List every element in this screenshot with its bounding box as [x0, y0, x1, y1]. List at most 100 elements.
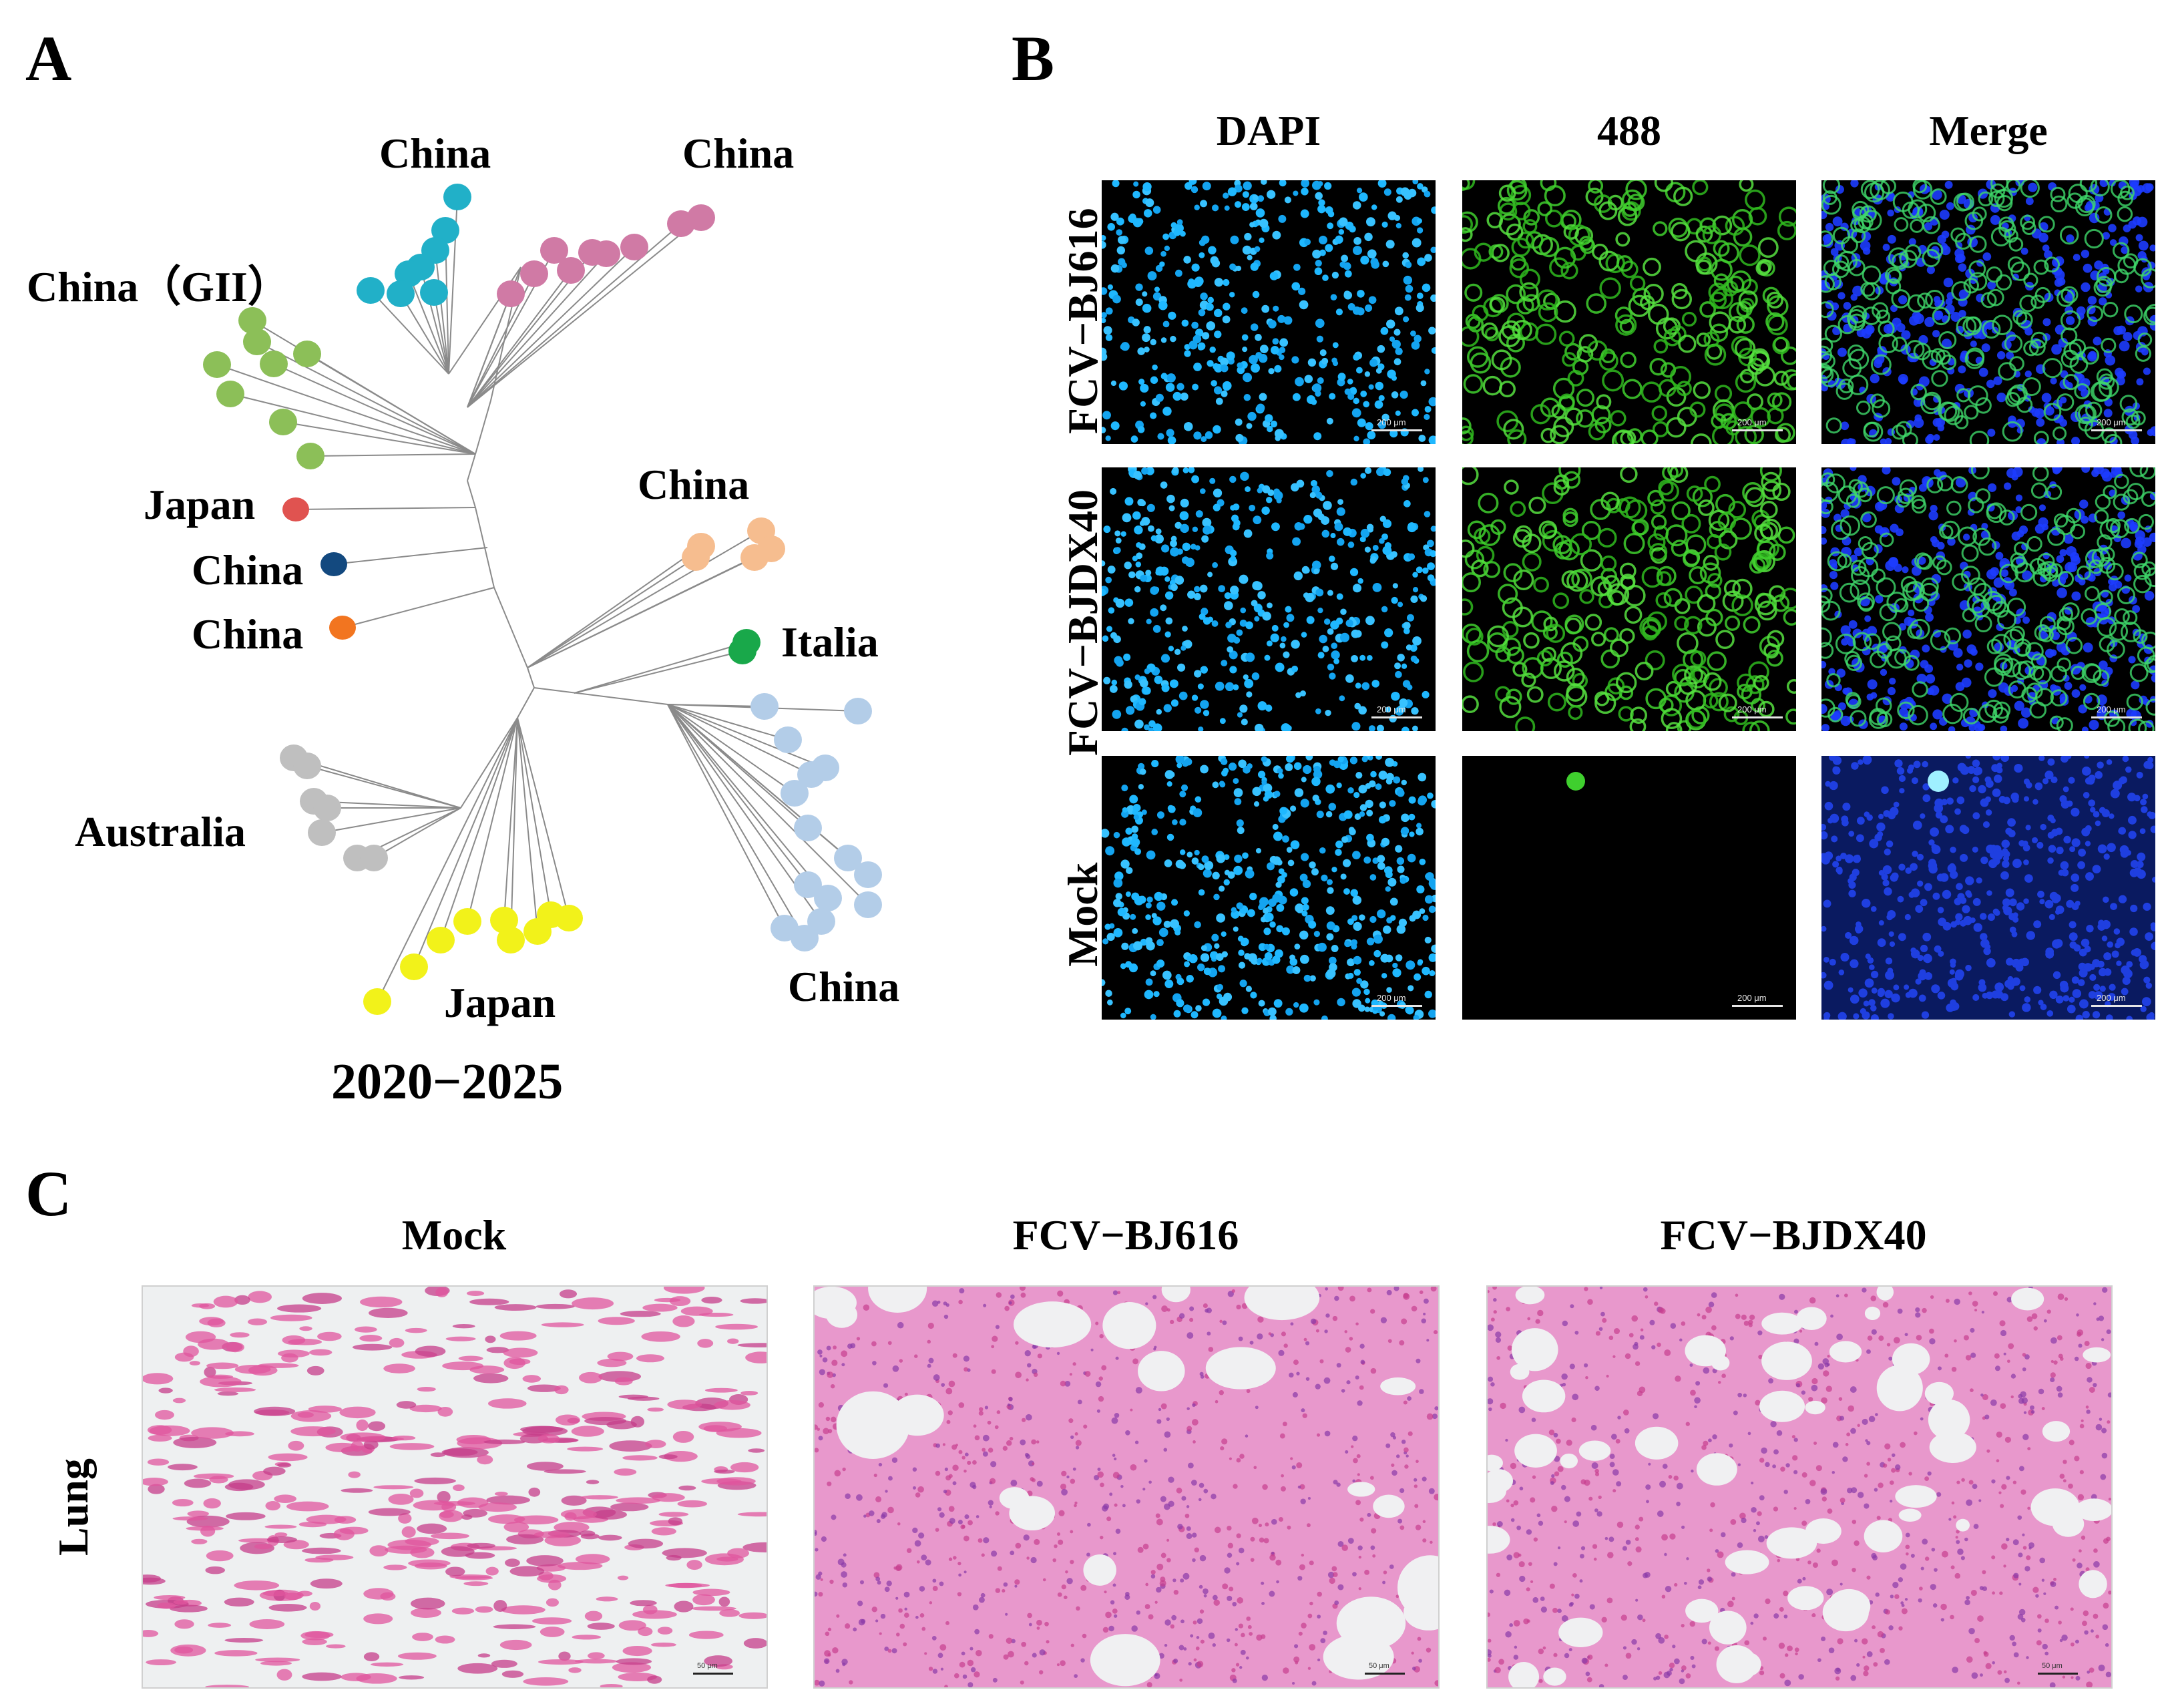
- micrograph-dapi-1: 200 μm: [1102, 180, 1436, 444]
- scale-bar-label: 200 μm: [1737, 704, 1767, 714]
- tree-tip-node: [387, 280, 415, 307]
- scale-bar-label: 50 μm: [697, 1662, 718, 1670]
- clade-label-china-peach: China: [638, 461, 750, 508]
- tree-tip-node: [578, 239, 606, 266]
- scale-bar-label: 200 μm: [1737, 993, 1767, 1003]
- tree-tip-node: [520, 260, 548, 287]
- tree-tips: [203, 184, 882, 1015]
- scale-bar: [1365, 1673, 1405, 1675]
- tree-tip-node: [791, 925, 819, 951]
- clade-label-china-orange: China: [192, 610, 304, 658]
- micrograph-merge-3: 200 μm: [1821, 756, 2155, 1020]
- tree-tip-node: [329, 616, 356, 640]
- tree-tip-node: [797, 761, 825, 788]
- clade-label-australia: Australia: [75, 808, 246, 855]
- scale-bar: [2091, 716, 2142, 718]
- micrograph-dapi-3: 200 μm: [1102, 756, 1436, 1020]
- tree-tip-node: [555, 905, 583, 931]
- phylogenetic-tree: [203, 184, 882, 1015]
- tree-tip-node: [834, 845, 862, 871]
- tree-tip-node: [260, 351, 288, 377]
- tree-tip-node: [794, 871, 822, 898]
- tree-tip-node: [814, 885, 842, 911]
- scale-bar: [1732, 429, 1783, 431]
- tree-tip-node: [363, 988, 391, 1015]
- tree-tip-node: [557, 257, 585, 284]
- histology-row-header-lung: Lung: [49, 1458, 97, 1556]
- tree-tip-node: [807, 908, 835, 935]
- tree-tip-node: [844, 698, 872, 724]
- tree-tip-node: [781, 780, 809, 807]
- tree-tip-node: [320, 552, 347, 576]
- tree-tip-node: [400, 953, 428, 980]
- micrograph-488-2: 200 μm: [1462, 467, 1796, 731]
- scale-bar-label: 50 μm: [2042, 1662, 2063, 1670]
- tree-tip-node: [238, 307, 266, 334]
- scale-bar-label: 200 μm: [1377, 417, 1406, 427]
- scale-bar: [1371, 429, 1422, 431]
- scale-bar-label: 200 μm: [1737, 417, 1767, 427]
- tree-tip-node: [620, 234, 648, 260]
- scale-bar: [1371, 1005, 1422, 1007]
- tree-tip-node: [794, 815, 822, 841]
- scale-bar-label: 200 μm: [2097, 704, 2126, 714]
- micrograph-488-3: 200 μm: [1462, 756, 1796, 1020]
- scale-bar: [1371, 716, 1422, 718]
- tree-tip-node: [682, 544, 710, 571]
- micrograph-dapi-2: 200 μm: [1102, 467, 1436, 731]
- histology-image-3: 50 μm: [1486, 1285, 2113, 1689]
- clade-label-japan-red: Japan: [144, 481, 256, 528]
- micrograph-488-1: 200 μm: [1462, 180, 1796, 444]
- panel-c-letter: C: [25, 1158, 72, 1229]
- row-header-fcv-bjdx40: FCV−BJDX40: [1059, 489, 1106, 756]
- micrograph-merge-1: 200 μm: [1821, 180, 2155, 444]
- scale-bar: [2091, 429, 2142, 431]
- row-header-mock: Mock: [1059, 862, 1106, 967]
- histology-header-fcv-bj616: FCV−BJ616: [1012, 1211, 1239, 1259]
- tree-tip-node: [728, 638, 756, 664]
- panel-a-letter: A: [25, 23, 72, 94]
- tree-tip-node: [740, 544, 769, 571]
- tree-tip-node: [293, 341, 321, 367]
- column-header-488: 488: [1597, 107, 1661, 154]
- tree-branches: [216, 196, 869, 1002]
- tree-tip-node: [453, 908, 481, 935]
- tree-tip-node: [357, 277, 385, 304]
- clade-label-china-pink: China: [682, 130, 795, 177]
- histology-header-fcv-bjdx40: FCV−BJDX40: [1660, 1211, 1927, 1259]
- scale-bar: [1732, 716, 1783, 718]
- scale-bar: [2038, 1673, 2078, 1675]
- tree-tip-node: [854, 861, 882, 888]
- tree-tip-node: [427, 927, 455, 953]
- scale-bar-label: 200 μm: [2097, 993, 2126, 1003]
- tree-tip-node: [854, 891, 882, 918]
- scale-bar: [693, 1673, 733, 1675]
- tree-tip-node: [497, 280, 525, 307]
- tree-tip-node: [243, 329, 271, 355]
- histology-image-1: 50 μm: [142, 1285, 768, 1689]
- clade-label-china-cyan: China: [379, 130, 491, 177]
- tree-tip-node: [497, 927, 525, 953]
- scale-bar-label: 200 μm: [1377, 704, 1406, 714]
- clade-label-china-gii: China（GII）: [27, 263, 290, 310]
- scale-bar: [1732, 1005, 1783, 1007]
- tree-tip-node: [540, 237, 568, 264]
- tree-tip-node: [308, 819, 336, 846]
- tree-tip-node: [269, 409, 297, 435]
- tree-tip-node: [296, 443, 324, 469]
- scale-bar-label: 200 μm: [1377, 993, 1406, 1003]
- micrograph-merge-2: 200 μm: [1821, 467, 2155, 731]
- scale-bar: [2091, 1005, 2142, 1007]
- tree-tip-node: [431, 217, 459, 244]
- tree-tip-node: [216, 381, 244, 407]
- clade-label-italia: Italia: [781, 618, 879, 666]
- tree-tip-node: [420, 279, 448, 306]
- tree-tip-node: [395, 260, 423, 287]
- tree-tip-node: [203, 351, 231, 378]
- clade-label-china-lightblue: China: [788, 963, 900, 1010]
- column-header-dapi: DAPI: [1216, 107, 1321, 154]
- clade-label-china-navy: China: [192, 546, 304, 594]
- histology-header-mock: Mock: [401, 1211, 507, 1259]
- clade-label-japan-yellow: Japan: [444, 979, 556, 1026]
- tree-tip-node: [360, 845, 388, 871]
